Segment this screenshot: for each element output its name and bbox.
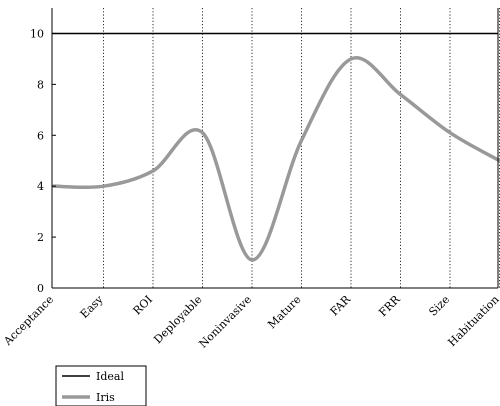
legend-label-ideal: Ideal — [96, 370, 124, 383]
legend-box — [55, 365, 147, 406]
y-tick-label-0: 0 — [37, 282, 44, 295]
x-tick-label-size: Size — [426, 293, 452, 319]
y-tick-label-2: 2 — [37, 231, 44, 244]
legend-label-iris: Iris — [96, 391, 115, 404]
x-tick-label-easy: Easy — [78, 292, 106, 320]
series-layer — [52, 32, 500, 262]
x-tick-label-mature: Mature — [265, 293, 303, 331]
series-line-iris — [52, 56, 500, 262]
axes — [51, 8, 499, 289]
x-tick-label-habituation: Habituation — [445, 293, 500, 349]
y-tick-label-4: 4 — [37, 180, 44, 193]
x-tick-label-far: FAR — [328, 292, 354, 318]
x-tick-label-deployable: Deployable — [151, 293, 204, 346]
x-tick-label-frr: FRR — [376, 292, 403, 319]
y-ticks: 0 2 4 6 8 10 — [30, 27, 56, 295]
grid-lines — [103, 8, 500, 288]
y-tick-label-10: 10 — [30, 27, 44, 40]
x-tick-label-acceptance: Acceptance — [1, 293, 57, 349]
x-tick-label-roi: ROI — [131, 293, 156, 318]
legend: Ideal Iris — [55, 365, 147, 406]
y-tick-label-6: 6 — [37, 129, 44, 142]
x-tick-label-noninvasive: Noninvasive — [196, 293, 254, 351]
y-tick-label-8: 8 — [37, 78, 44, 91]
